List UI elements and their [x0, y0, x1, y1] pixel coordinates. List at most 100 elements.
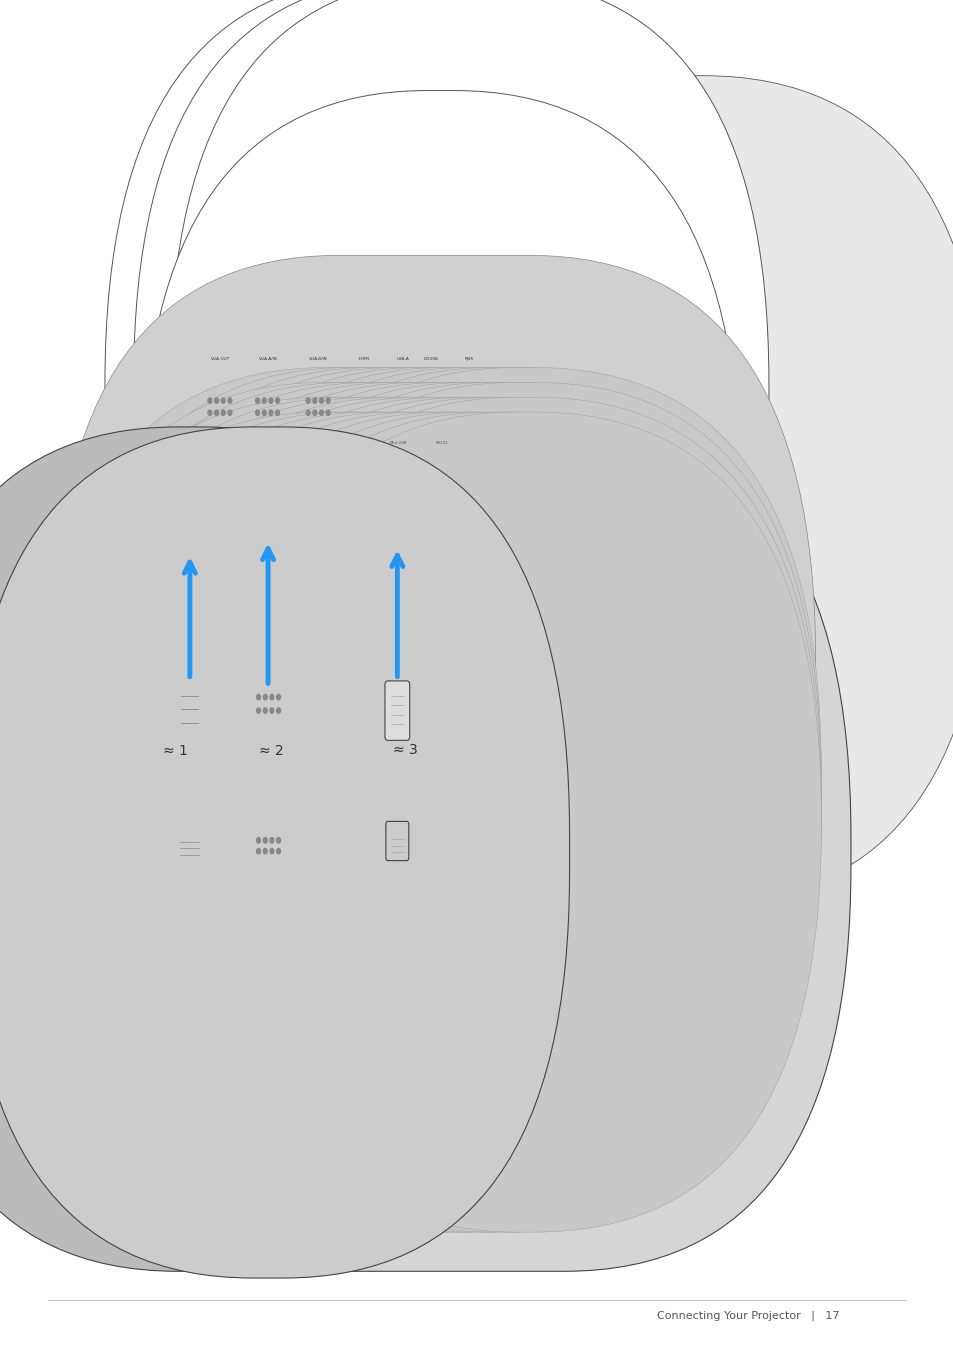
- Circle shape: [172, 455, 187, 477]
- Text: VGA-A/IN: VGA-A/IN: [258, 357, 277, 361]
- Text: Power cord: Power cord: [213, 539, 282, 553]
- FancyBboxPatch shape: [64, 382, 654, 1202]
- FancyBboxPatch shape: [405, 76, 953, 902]
- FancyBboxPatch shape: [385, 821, 408, 861]
- Bar: [205, 623, 553, 674]
- FancyBboxPatch shape: [384, 681, 410, 740]
- FancyBboxPatch shape: [40, 382, 630, 1202]
- Circle shape: [270, 694, 274, 700]
- FancyBboxPatch shape: [183, 397, 773, 1217]
- Circle shape: [319, 409, 323, 416]
- FancyBboxPatch shape: [207, 397, 797, 1217]
- Bar: [152, 571, 205, 623]
- Bar: [152, 520, 205, 571]
- Text: and Page Down features on the remote control.: and Page Down features on the remote con…: [195, 486, 493, 500]
- Circle shape: [263, 838, 267, 843]
- FancyBboxPatch shape: [88, 397, 678, 1217]
- Circle shape: [276, 694, 280, 700]
- Circle shape: [269, 399, 273, 403]
- FancyBboxPatch shape: [207, 382, 797, 1202]
- Circle shape: [275, 409, 279, 416]
- Text: S-Video: S-Video: [353, 440, 368, 444]
- Text: DOUSB: DOUSB: [423, 357, 438, 361]
- FancyBboxPatch shape: [135, 382, 725, 1202]
- Circle shape: [276, 848, 280, 854]
- FancyBboxPatch shape: [112, 382, 701, 1202]
- FancyBboxPatch shape: [183, 412, 773, 1232]
- Circle shape: [239, 478, 256, 503]
- FancyBboxPatch shape: [250, 688, 286, 742]
- FancyBboxPatch shape: [251, 386, 285, 430]
- FancyBboxPatch shape: [64, 397, 654, 1217]
- Bar: [152, 623, 205, 674]
- Text: USB-A to Mini USB-B cable: USB-A to Mini USB-B cable: [213, 642, 377, 655]
- Text: Composite: Composite: [314, 440, 335, 444]
- Circle shape: [262, 399, 266, 403]
- FancyBboxPatch shape: [231, 412, 821, 1232]
- FancyBboxPatch shape: [167, 422, 213, 531]
- FancyBboxPatch shape: [135, 397, 725, 1217]
- FancyBboxPatch shape: [17, 431, 850, 1271]
- Circle shape: [276, 708, 280, 713]
- Text: VGA to VGA cable: VGA to VGA cable: [213, 590, 324, 604]
- Circle shape: [314, 477, 334, 504]
- FancyBboxPatch shape: [112, 397, 701, 1217]
- FancyBboxPatch shape: [0, 427, 569, 1278]
- FancyBboxPatch shape: [231, 367, 821, 1188]
- Text: NOTE:: NOTE:: [195, 450, 238, 463]
- Circle shape: [276, 838, 280, 843]
- FancyBboxPatch shape: [64, 412, 654, 1232]
- Bar: [205, 571, 553, 623]
- FancyBboxPatch shape: [135, 367, 725, 1188]
- Circle shape: [256, 708, 260, 713]
- Text: ≈ 3: ≈ 3: [393, 743, 416, 757]
- FancyBboxPatch shape: [40, 367, 630, 1188]
- Circle shape: [263, 708, 267, 713]
- Circle shape: [228, 409, 232, 416]
- Text: 3: 3: [160, 642, 168, 655]
- Circle shape: [221, 399, 225, 403]
- FancyBboxPatch shape: [0, 427, 488, 1271]
- Bar: [205, 520, 553, 571]
- Text: VGA-OUT: VGA-OUT: [211, 357, 230, 361]
- Circle shape: [275, 478, 293, 503]
- FancyBboxPatch shape: [133, 0, 729, 832]
- Text: Mini-USB: Mini-USB: [390, 440, 407, 444]
- Text: Audio-in: Audio-in: [239, 440, 256, 444]
- FancyBboxPatch shape: [197, 354, 675, 544]
- Circle shape: [306, 399, 310, 403]
- FancyBboxPatch shape: [489, 553, 521, 574]
- Circle shape: [270, 838, 274, 843]
- Circle shape: [256, 838, 260, 843]
- FancyBboxPatch shape: [231, 397, 821, 1217]
- FancyBboxPatch shape: [40, 412, 630, 1232]
- FancyBboxPatch shape: [159, 382, 749, 1202]
- Text: RS232: RS232: [435, 440, 448, 444]
- FancyBboxPatch shape: [183, 382, 773, 1202]
- Circle shape: [270, 708, 274, 713]
- Text: The Mini USB cable must be connected if you want to use the Page Up: The Mini USB cable must be connected if …: [245, 450, 690, 463]
- FancyBboxPatch shape: [40, 397, 630, 1217]
- Circle shape: [270, 848, 274, 854]
- FancyBboxPatch shape: [105, 0, 700, 832]
- Circle shape: [228, 399, 232, 403]
- FancyBboxPatch shape: [207, 367, 797, 1188]
- Circle shape: [313, 399, 316, 403]
- Circle shape: [256, 848, 260, 854]
- FancyBboxPatch shape: [231, 382, 821, 1202]
- Text: HDMI: HDMI: [358, 357, 370, 361]
- FancyBboxPatch shape: [312, 757, 556, 846]
- Circle shape: [214, 399, 218, 403]
- FancyBboxPatch shape: [146, 446, 182, 505]
- Text: Connecting to a Computer: Connecting to a Computer: [150, 263, 479, 284]
- Text: Connecting Your Projector   |   17: Connecting Your Projector | 17: [657, 1310, 839, 1321]
- FancyBboxPatch shape: [141, 91, 740, 932]
- FancyBboxPatch shape: [301, 386, 335, 430]
- FancyBboxPatch shape: [222, 553, 254, 574]
- FancyBboxPatch shape: [112, 412, 701, 1232]
- Circle shape: [326, 409, 330, 416]
- Circle shape: [313, 409, 316, 416]
- FancyBboxPatch shape: [112, 367, 701, 1188]
- Circle shape: [269, 409, 273, 416]
- Text: USB-A: USB-A: [395, 357, 409, 361]
